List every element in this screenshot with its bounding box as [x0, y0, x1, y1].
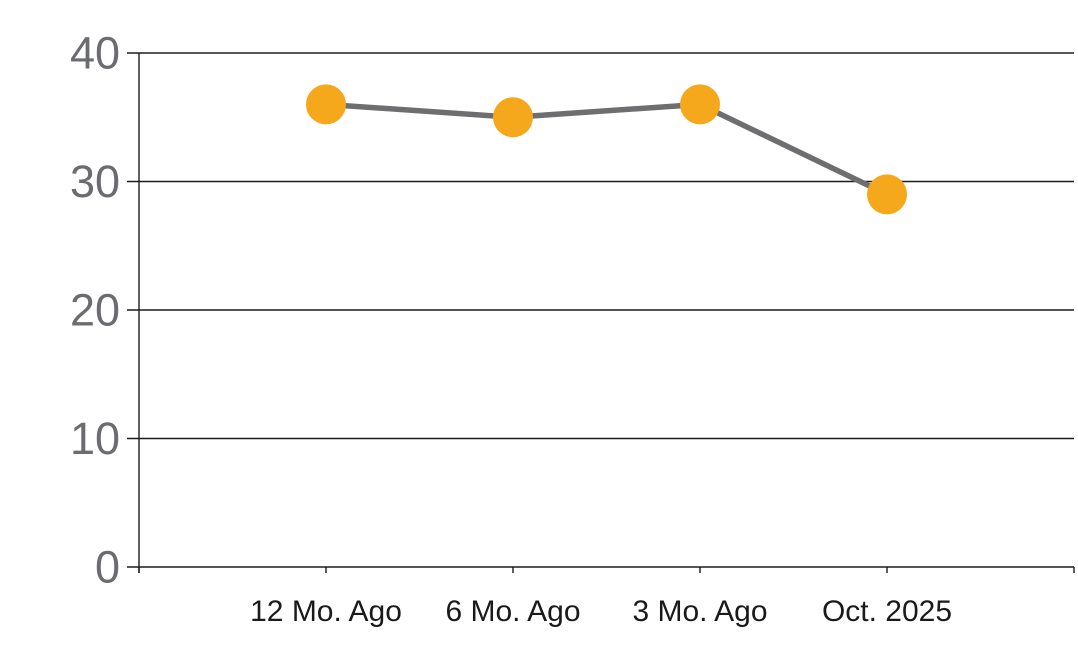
- x-tick-label: 3 Mo. Ago: [632, 595, 767, 628]
- y-tick-label: 40: [70, 28, 120, 79]
- x-tick-label: 6 Mo. Ago: [445, 595, 580, 628]
- y-tick-label: 30: [70, 156, 120, 207]
- x-tick-label: 12 Mo. Ago: [250, 595, 402, 628]
- x-tick-label: Oct. 2025: [822, 595, 952, 628]
- y-tick-label: 10: [70, 413, 120, 464]
- data-point-marker: [493, 97, 533, 138]
- y-tick-label: 20: [70, 285, 120, 336]
- data-point-marker: [680, 84, 720, 125]
- y-tick-label: 0: [95, 542, 120, 593]
- data-point-marker: [306, 84, 346, 125]
- series-line: [323, 101, 890, 198]
- data-point-marker: [867, 174, 907, 215]
